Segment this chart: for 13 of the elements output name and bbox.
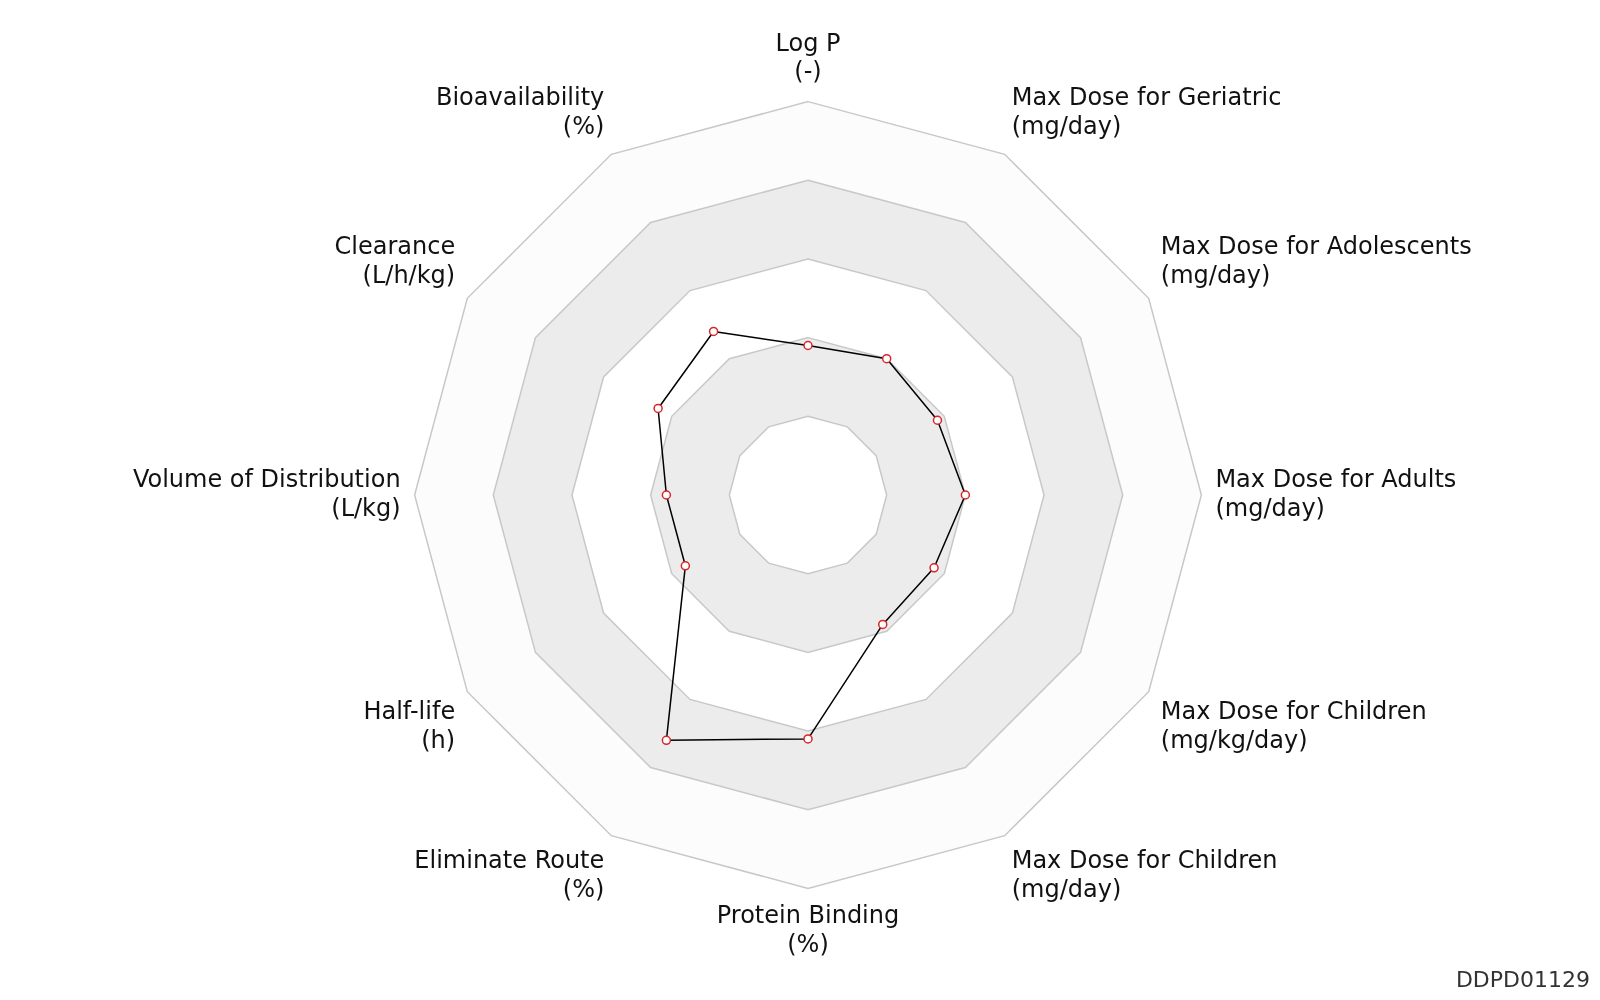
spoke-label: Max Dose for Adolescents (mg/day) <box>1160 232 1472 290</box>
spoke-label: Max Dose for Children (mg/kg/day) <box>1160 697 1427 755</box>
spoke-label: Bioavailability (%) <box>435 83 605 141</box>
spoke-label: Volume of Distribution (L/kg) <box>132 464 401 522</box>
spoke-label: Eliminate Route (%) <box>414 846 605 904</box>
spoke-label: Max Dose for Children (mg/day) <box>1011 846 1278 904</box>
spoke-label: Max Dose for Adults (mg/day) <box>1215 464 1457 522</box>
spoke-label: Protein Binding (%) <box>716 901 900 958</box>
spoke-label: Half-life (h) <box>363 697 456 755</box>
spoke-label: Log P (-) <box>775 28 841 86</box>
spoke-label: Clearance (L/h/kg) <box>334 232 456 290</box>
text: DDPD01129 <box>1455 967 1590 992</box>
spoke-label: Max Dose for Geriatric (mg/day) <box>1011 83 1282 141</box>
